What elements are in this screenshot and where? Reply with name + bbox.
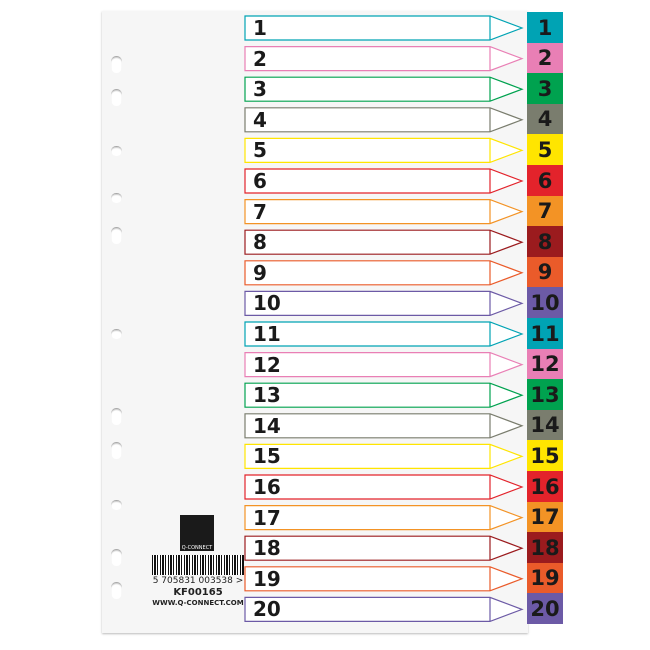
index-tab[interactable]: 1	[527, 12, 563, 44]
row-label: 17	[253, 505, 281, 530]
index-tab[interactable]: 5	[527, 134, 563, 166]
index-tab[interactable]: 3	[527, 73, 563, 105]
label-arrow	[244, 505, 524, 531]
row-label: 7	[253, 199, 267, 224]
row-label: 6	[253, 169, 267, 193]
label-arrow	[244, 352, 524, 378]
label-arrow	[244, 413, 524, 439]
label-arrow	[244, 229, 524, 255]
index-tab[interactable]: 16	[527, 471, 563, 503]
index-tab[interactable]: 15	[527, 440, 563, 472]
row-label: 12	[253, 352, 281, 377]
label-arrow	[244, 137, 524, 163]
label-arrow	[244, 290, 524, 316]
row-label: 10	[253, 291, 281, 316]
row-label: 20	[253, 597, 281, 622]
row-label: 3	[253, 77, 267, 102]
punch-hole	[111, 582, 122, 599]
label-arrow	[244, 199, 524, 225]
index-tab[interactable]: 12	[527, 348, 563, 380]
barcode-number: 5 705831 003538 >	[152, 576, 244, 586]
punch-hole	[111, 146, 122, 156]
label-arrow	[244, 535, 524, 561]
row-label: 15	[253, 444, 281, 469]
label-arrow	[244, 260, 524, 286]
row-label: 14	[253, 413, 281, 438]
row-label: 16	[253, 475, 281, 499]
label-arrow	[244, 443, 524, 469]
label-arrow	[244, 596, 524, 622]
index-tab[interactable]: 17	[527, 501, 563, 533]
punch-hole	[111, 408, 122, 425]
label-arrow	[244, 107, 524, 133]
punch-hole	[111, 500, 122, 510]
row-label: 11	[253, 322, 281, 346]
label-arrow	[244, 566, 524, 592]
punch-hole	[111, 549, 122, 566]
index-tab[interactable]: 2	[527, 42, 563, 74]
row-label: 13	[253, 383, 281, 408]
row-label: 8	[253, 230, 267, 255]
barcode	[152, 555, 244, 575]
punch-hole	[111, 89, 122, 106]
index-tab[interactable]: 13	[527, 379, 563, 411]
index-tab[interactable]: 7	[527, 195, 563, 227]
row-label: 2	[253, 46, 267, 71]
index-tab[interactable]: 18	[527, 532, 563, 564]
label-arrow	[244, 474, 524, 500]
q-connect-logo: Q-CONNECT	[180, 515, 214, 551]
label-arrow	[244, 15, 524, 41]
row-label: 5	[253, 138, 267, 163]
index-tab[interactable]: 20	[527, 593, 563, 625]
row-label: 9	[253, 260, 267, 285]
row-label: 19	[253, 566, 281, 591]
row-label: 4	[253, 107, 267, 132]
label-arrow	[244, 321, 524, 347]
index-tab[interactable]: 14	[527, 409, 563, 441]
punch-hole	[111, 227, 122, 244]
index-tab[interactable]: 6	[527, 165, 563, 197]
index-tab[interactable]: 4	[527, 103, 563, 135]
label-arrow	[244, 168, 524, 194]
label-arrow	[244, 76, 524, 102]
punch-hole	[111, 329, 122, 339]
index-tab[interactable]: 9	[527, 256, 563, 288]
index-tab[interactable]: 19	[527, 562, 563, 594]
index-tab[interactable]: 8	[527, 226, 563, 258]
punch-hole	[111, 193, 122, 203]
punch-hole	[111, 56, 122, 73]
row-label: 1	[253, 16, 267, 40]
label-arrow	[244, 382, 524, 408]
product-code: KF00165	[173, 587, 223, 598]
index-tab[interactable]: 11	[527, 318, 563, 350]
website: WWW.Q-CONNECT.COM	[152, 599, 244, 607]
label-arrow	[244, 46, 524, 72]
row-label: 18	[253, 536, 281, 561]
index-tab[interactable]: 10	[527, 287, 563, 319]
punch-hole	[111, 442, 122, 459]
